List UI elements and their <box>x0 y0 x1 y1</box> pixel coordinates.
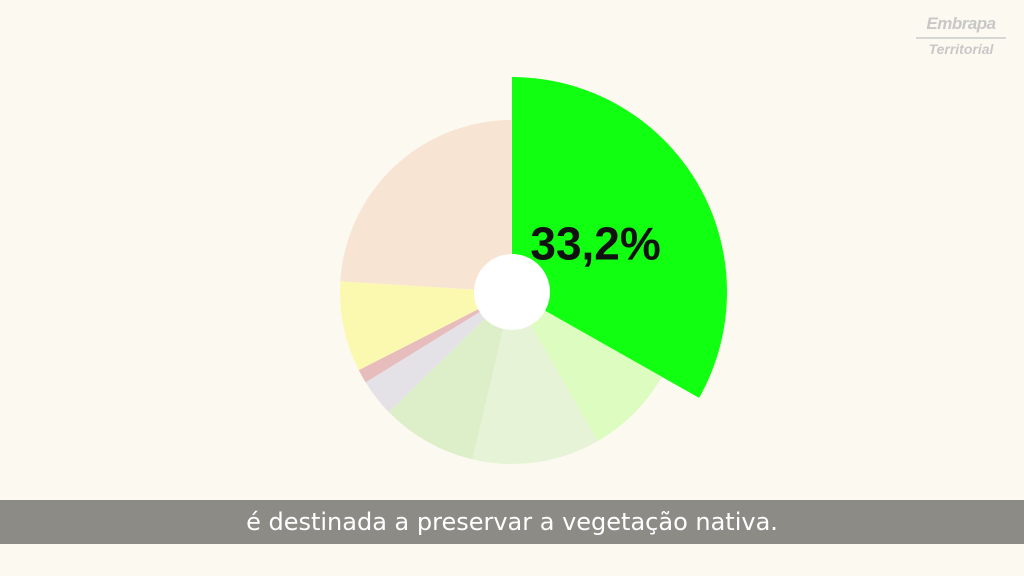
subtitle-bar: é destinada a preservar a vegetação nati… <box>0 500 1024 544</box>
pie-center-hole <box>474 254 550 330</box>
pie-slice <box>340 281 512 371</box>
pie-slice <box>358 292 512 383</box>
pie-slice <box>388 292 512 460</box>
highlight-value-label: 33,2% <box>530 217 660 269</box>
pie-slice <box>365 292 512 413</box>
pie-slice <box>512 292 662 442</box>
logo-brand: Embrapa <box>926 14 996 33</box>
logo-subtitle: Territorial <box>928 41 994 57</box>
embrapa-territorial-logo: Embrapa Territorial <box>916 14 1006 57</box>
subtitle-text: é destinada a preservar a vegetação nati… <box>246 508 778 536</box>
pie-slice <box>472 292 598 464</box>
logo-divider <box>916 37 1006 39</box>
pie-slice <box>340 120 512 292</box>
pie-slice <box>512 77 727 398</box>
